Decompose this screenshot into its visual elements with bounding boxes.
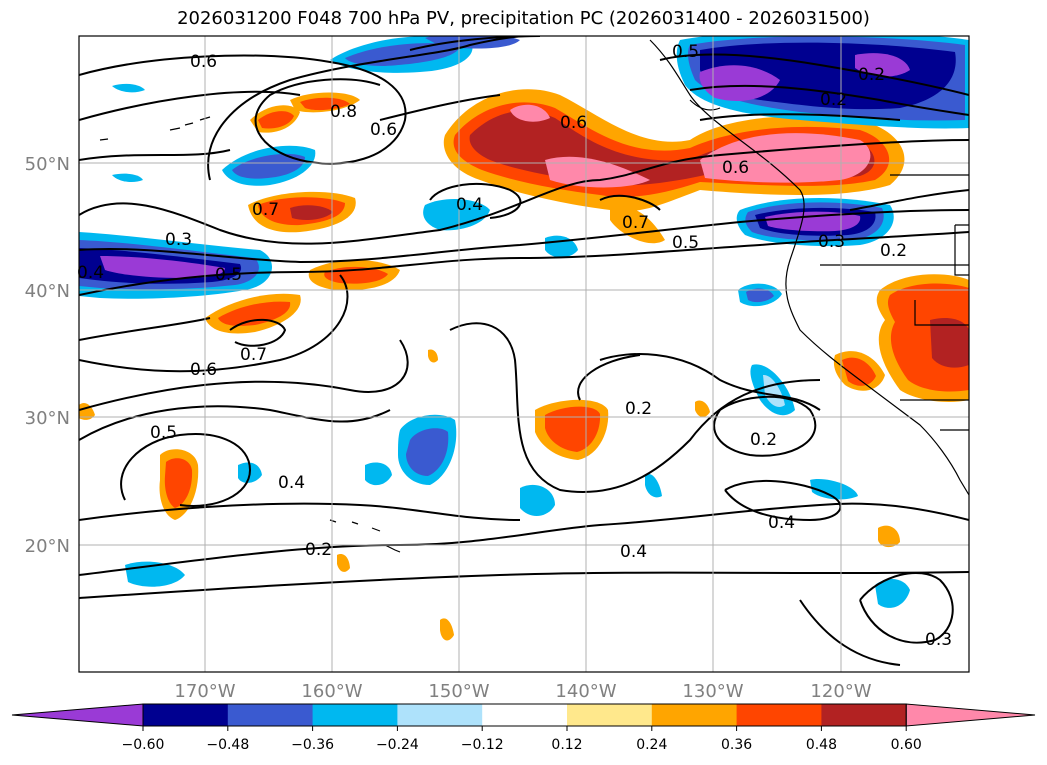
- contour-label: 0.2: [625, 399, 652, 419]
- contour-label: 0.7: [622, 213, 649, 233]
- contour-label: 0.4: [768, 513, 795, 533]
- contour-label: 0.4: [77, 263, 104, 283]
- colorbar-tick-label: −0.48: [206, 737, 249, 753]
- contour-label: 0.4: [456, 195, 483, 215]
- contour-label: 0.3: [165, 230, 192, 250]
- colorbar-tick-label: 0.24: [636, 737, 667, 753]
- colorbar-segment: [143, 704, 229, 726]
- contour-label: 0.2: [750, 430, 777, 450]
- colorbar-extend-right: [905, 703, 1036, 727]
- map-title: 2026031200 F048 700 hPa PV, precipitatio…: [177, 8, 870, 29]
- colorbar-segment: [567, 704, 653, 726]
- lat-label: 20°N: [25, 536, 70, 557]
- colorbar-segment: [227, 704, 314, 726]
- colorbar-tick-label: −0.24: [376, 737, 419, 753]
- coastlines: [99, 39, 969, 553]
- lat-labels: 50°N 40°N 30°N 20°N: [25, 154, 70, 557]
- contour-label: 0.2: [305, 540, 332, 560]
- contour-label: 0.4: [620, 542, 647, 562]
- graticule: [79, 36, 969, 672]
- colorbar-segment: [482, 704, 568, 726]
- contour-label: 0.5: [215, 265, 242, 285]
- colorbar-tick-label: 0.12: [551, 737, 582, 753]
- contour-label: 0.2: [820, 90, 847, 110]
- colorbar-tick-label: 0.36: [721, 737, 752, 753]
- lon-label: 170°W: [174, 681, 235, 702]
- lat-label: 30°N: [25, 408, 70, 429]
- colorbar-tick-label: 0.48: [806, 737, 837, 753]
- colorbar-segment: [821, 704, 907, 726]
- colorbar-frame: [142, 703, 907, 727]
- colorbar-extend-left: [11, 703, 144, 727]
- contour-label: 0.2: [880, 241, 907, 261]
- lat-label: 50°N: [25, 154, 70, 175]
- contour-label: 0.6: [370, 120, 397, 140]
- contour-label: 0.6: [190, 52, 217, 72]
- contour-label: 0.5: [150, 423, 177, 443]
- contour-label: 0.5: [672, 42, 699, 62]
- lat-label: 40°N: [25, 281, 70, 302]
- lon-label: 160°W: [301, 681, 362, 702]
- contour-label: 0.2: [858, 65, 885, 85]
- colorbar-tick-label: 0.60: [891, 737, 922, 753]
- lon-label: 120°W: [810, 681, 871, 702]
- contour-label: 0.7: [240, 345, 267, 365]
- colorbar-segment: [736, 704, 822, 726]
- plot-frame: [78, 35, 970, 673]
- colorbar: −0.60 −0.48 −0.36 −0.24 −0.12 0.12 0.24 0.36 0.4…: [11, 703, 1036, 753]
- contour-label: 0.6: [190, 360, 217, 380]
- contour-label: 0.6: [722, 158, 749, 178]
- lon-label: 150°W: [428, 681, 489, 702]
- colorbar-tick-label: −0.36: [291, 737, 334, 753]
- contour-label: 0.7: [252, 200, 279, 220]
- colorbar-segment: [651, 704, 738, 726]
- contour-label: 0.3: [818, 232, 845, 252]
- lon-label: 130°W: [682, 681, 743, 702]
- lon-labels: 170°W 160°W 150°W 140°W 130°W 120°W: [174, 681, 871, 702]
- contour-label: 0.8: [330, 102, 357, 122]
- contour-label: 0.4: [278, 473, 305, 493]
- colorbar-tick-label: −0.12: [461, 737, 504, 753]
- colorbar-segment: [312, 704, 398, 726]
- precipitation-fill: [79, 36, 969, 641]
- colorbar-segment: [397, 704, 483, 726]
- contour-label: 0.3: [925, 630, 952, 650]
- lon-label: 140°W: [555, 681, 616, 702]
- contour-labels: 0.6 0.8 0.6 0.7 0.2 0.3 0.4 0.5 0.7 0.6 …: [77, 42, 952, 650]
- contour-label: 0.5: [672, 233, 699, 253]
- contour-label: 0.6: [560, 113, 587, 133]
- colorbar-tick-label: −0.60: [122, 737, 165, 753]
